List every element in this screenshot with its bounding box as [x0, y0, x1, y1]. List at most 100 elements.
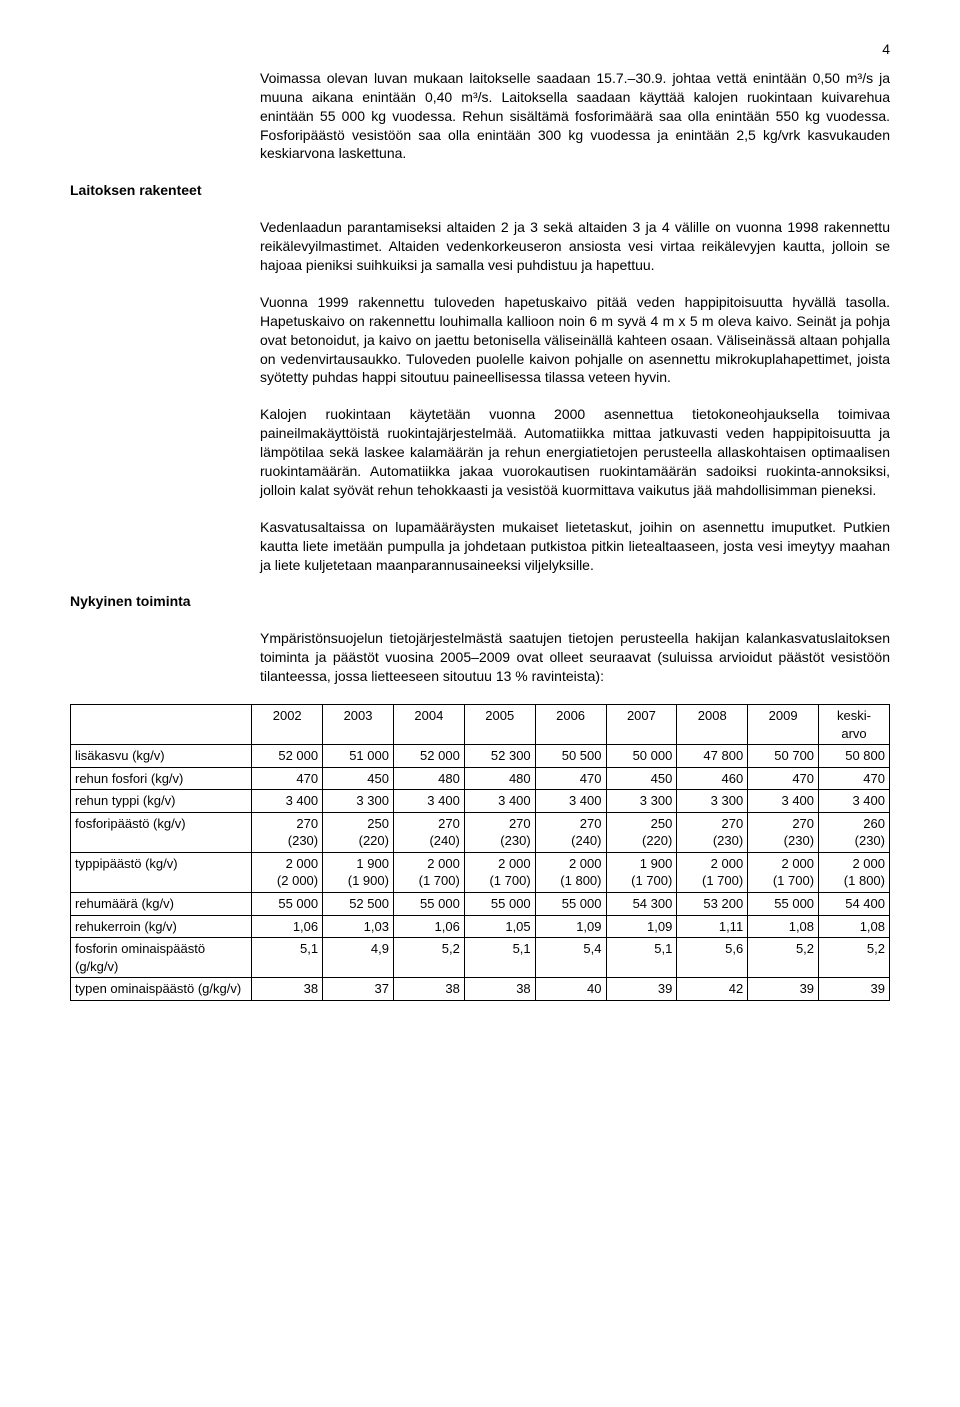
table-cell: 1,11 [677, 915, 748, 938]
table-cell: 2 000(1 800) [535, 852, 606, 892]
table-cell: 3 300 [323, 790, 394, 813]
table-header-cell: 2008 [677, 705, 748, 745]
table-cell: 38 [393, 978, 464, 1001]
table-cell: 38 [464, 978, 535, 1001]
heading-laitoksen-rakenteet: Laitoksen rakenteet [70, 181, 890, 200]
table-cell: 470 [748, 767, 819, 790]
table-cell: 5,2 [748, 938, 819, 978]
table-cell: 3 300 [677, 790, 748, 813]
table-cell: 5,1 [252, 938, 323, 978]
table-cell: 2 000(1 700) [464, 852, 535, 892]
table-cell: 270(230) [748, 812, 819, 852]
table-cell: 2 000(1 800) [819, 852, 890, 892]
table-cell: 470 [535, 767, 606, 790]
table-cell: 37 [323, 978, 394, 1001]
table-cell: 250(220) [323, 812, 394, 852]
table-cell: 55 000 [535, 892, 606, 915]
table-header-cell: keski-arvo [819, 705, 890, 745]
table-row: lisäkasvu (kg/v)52 00051 00052 00052 300… [71, 745, 890, 768]
table-cell: 42 [677, 978, 748, 1001]
table-cell: 2 000(1 700) [677, 852, 748, 892]
table-cell: 38 [252, 978, 323, 1001]
table-cell: 2 000(1 700) [393, 852, 464, 892]
table-cell: 1,06 [252, 915, 323, 938]
table-cell: 1 900(1 900) [323, 852, 394, 892]
table-header-cell: 2006 [535, 705, 606, 745]
table-row-label: fosforin ominaispäästö (g/kg/v) [71, 938, 252, 978]
table-cell: 55 000 [393, 892, 464, 915]
table-header-cell [71, 705, 252, 745]
table-cell: 52 000 [393, 745, 464, 768]
data-table: 20022003200420052006200720082009keski-ar… [70, 704, 890, 1001]
table-row-label: typpipäästö (kg/v) [71, 852, 252, 892]
paragraph-3: Vuonna 1999 rakennettu tuloveden hapetus… [260, 293, 890, 387]
table-header-cell: 2009 [748, 705, 819, 745]
table-cell: 270(230) [677, 812, 748, 852]
table-header-cell: 2002 [252, 705, 323, 745]
table-cell: 1,05 [464, 915, 535, 938]
table-cell: 52 000 [252, 745, 323, 768]
table-cell: 53 200 [677, 892, 748, 915]
table-header-cell: 2003 [323, 705, 394, 745]
table-row: typpipäästö (kg/v)2 000(2 000)1 900(1 90… [71, 852, 890, 892]
table-cell: 55 000 [464, 892, 535, 915]
table-cell: 270(240) [393, 812, 464, 852]
table-row: rehukerroin (kg/v)1,061,031,061,051,091,… [71, 915, 890, 938]
table-cell: 260(230) [819, 812, 890, 852]
table-header-row: 20022003200420052006200720082009keski-ar… [71, 705, 890, 745]
table-cell: 50 000 [606, 745, 677, 768]
table-cell: 470 [819, 767, 890, 790]
paragraph-4: Kalojen ruokintaan käytetään vuonna 2000… [260, 405, 890, 499]
table-cell: 5,2 [819, 938, 890, 978]
paragraph-5: Kasvatusaltaissa on lupamääräysten mukai… [260, 518, 890, 575]
table-cell: 2 000(1 700) [748, 852, 819, 892]
table-cell: 50 800 [819, 745, 890, 768]
table-row: rehun typpi (kg/v)3 4003 3003 4003 4003 … [71, 790, 890, 813]
table-cell: 52 300 [464, 745, 535, 768]
table-cell: 3 400 [819, 790, 890, 813]
table-row-label: rehun fosfori (kg/v) [71, 767, 252, 790]
table-cell: 5,4 [535, 938, 606, 978]
table-cell: 3 400 [535, 790, 606, 813]
table-cell: 47 800 [677, 745, 748, 768]
table-row-label: typen ominaispäästö (g/kg/v) [71, 978, 252, 1001]
table-cell: 39 [606, 978, 677, 1001]
table-cell: 3 400 [252, 790, 323, 813]
table-cell: 3 400 [464, 790, 535, 813]
table-cell: 3 400 [393, 790, 464, 813]
table-cell: 39 [748, 978, 819, 1001]
table-cell: 2 000(2 000) [252, 852, 323, 892]
table-cell: 250(220) [606, 812, 677, 852]
table-cell: 5,1 [464, 938, 535, 978]
table-row: typen ominaispäästö (g/kg/v)383738384039… [71, 978, 890, 1001]
table-cell: 270(240) [535, 812, 606, 852]
table-row-label: rehumäärä (kg/v) [71, 892, 252, 915]
paragraph-6: Ympäristönsuojelun tietojärjestelmästä s… [260, 629, 890, 686]
table-row-label: rehun typpi (kg/v) [71, 790, 252, 813]
table-cell: 4,9 [323, 938, 394, 978]
table-header-cell: 2004 [393, 705, 464, 745]
table-cell: 270(230) [252, 812, 323, 852]
table-row-label: fosforipäästö (kg/v) [71, 812, 252, 852]
table-cell: 54 300 [606, 892, 677, 915]
table-cell: 470 [252, 767, 323, 790]
table-cell: 450 [323, 767, 394, 790]
table-cell: 5,1 [606, 938, 677, 978]
table-cell: 51 000 [323, 745, 394, 768]
table-row-label: lisäkasvu (kg/v) [71, 745, 252, 768]
paragraph-2: Vedenlaadun parantamiseksi altaiden 2 ja… [260, 218, 890, 275]
table-cell: 3 400 [748, 790, 819, 813]
table-cell: 1,09 [535, 915, 606, 938]
table-row-label: rehukerroin (kg/v) [71, 915, 252, 938]
heading-nykyinen-toiminta: Nykyinen toiminta [70, 592, 890, 611]
table-cell: 5,6 [677, 938, 748, 978]
table-cell: 1,03 [323, 915, 394, 938]
table-cell: 54 400 [819, 892, 890, 915]
table-cell: 5,2 [393, 938, 464, 978]
table-header-cell: 2005 [464, 705, 535, 745]
table-row: fosforin ominaispäästö (g/kg/v)5,14,95,2… [71, 938, 890, 978]
page-number: 4 [70, 40, 890, 59]
table-header-cell: 2007 [606, 705, 677, 745]
table-cell: 480 [464, 767, 535, 790]
table-cell: 55 000 [748, 892, 819, 915]
